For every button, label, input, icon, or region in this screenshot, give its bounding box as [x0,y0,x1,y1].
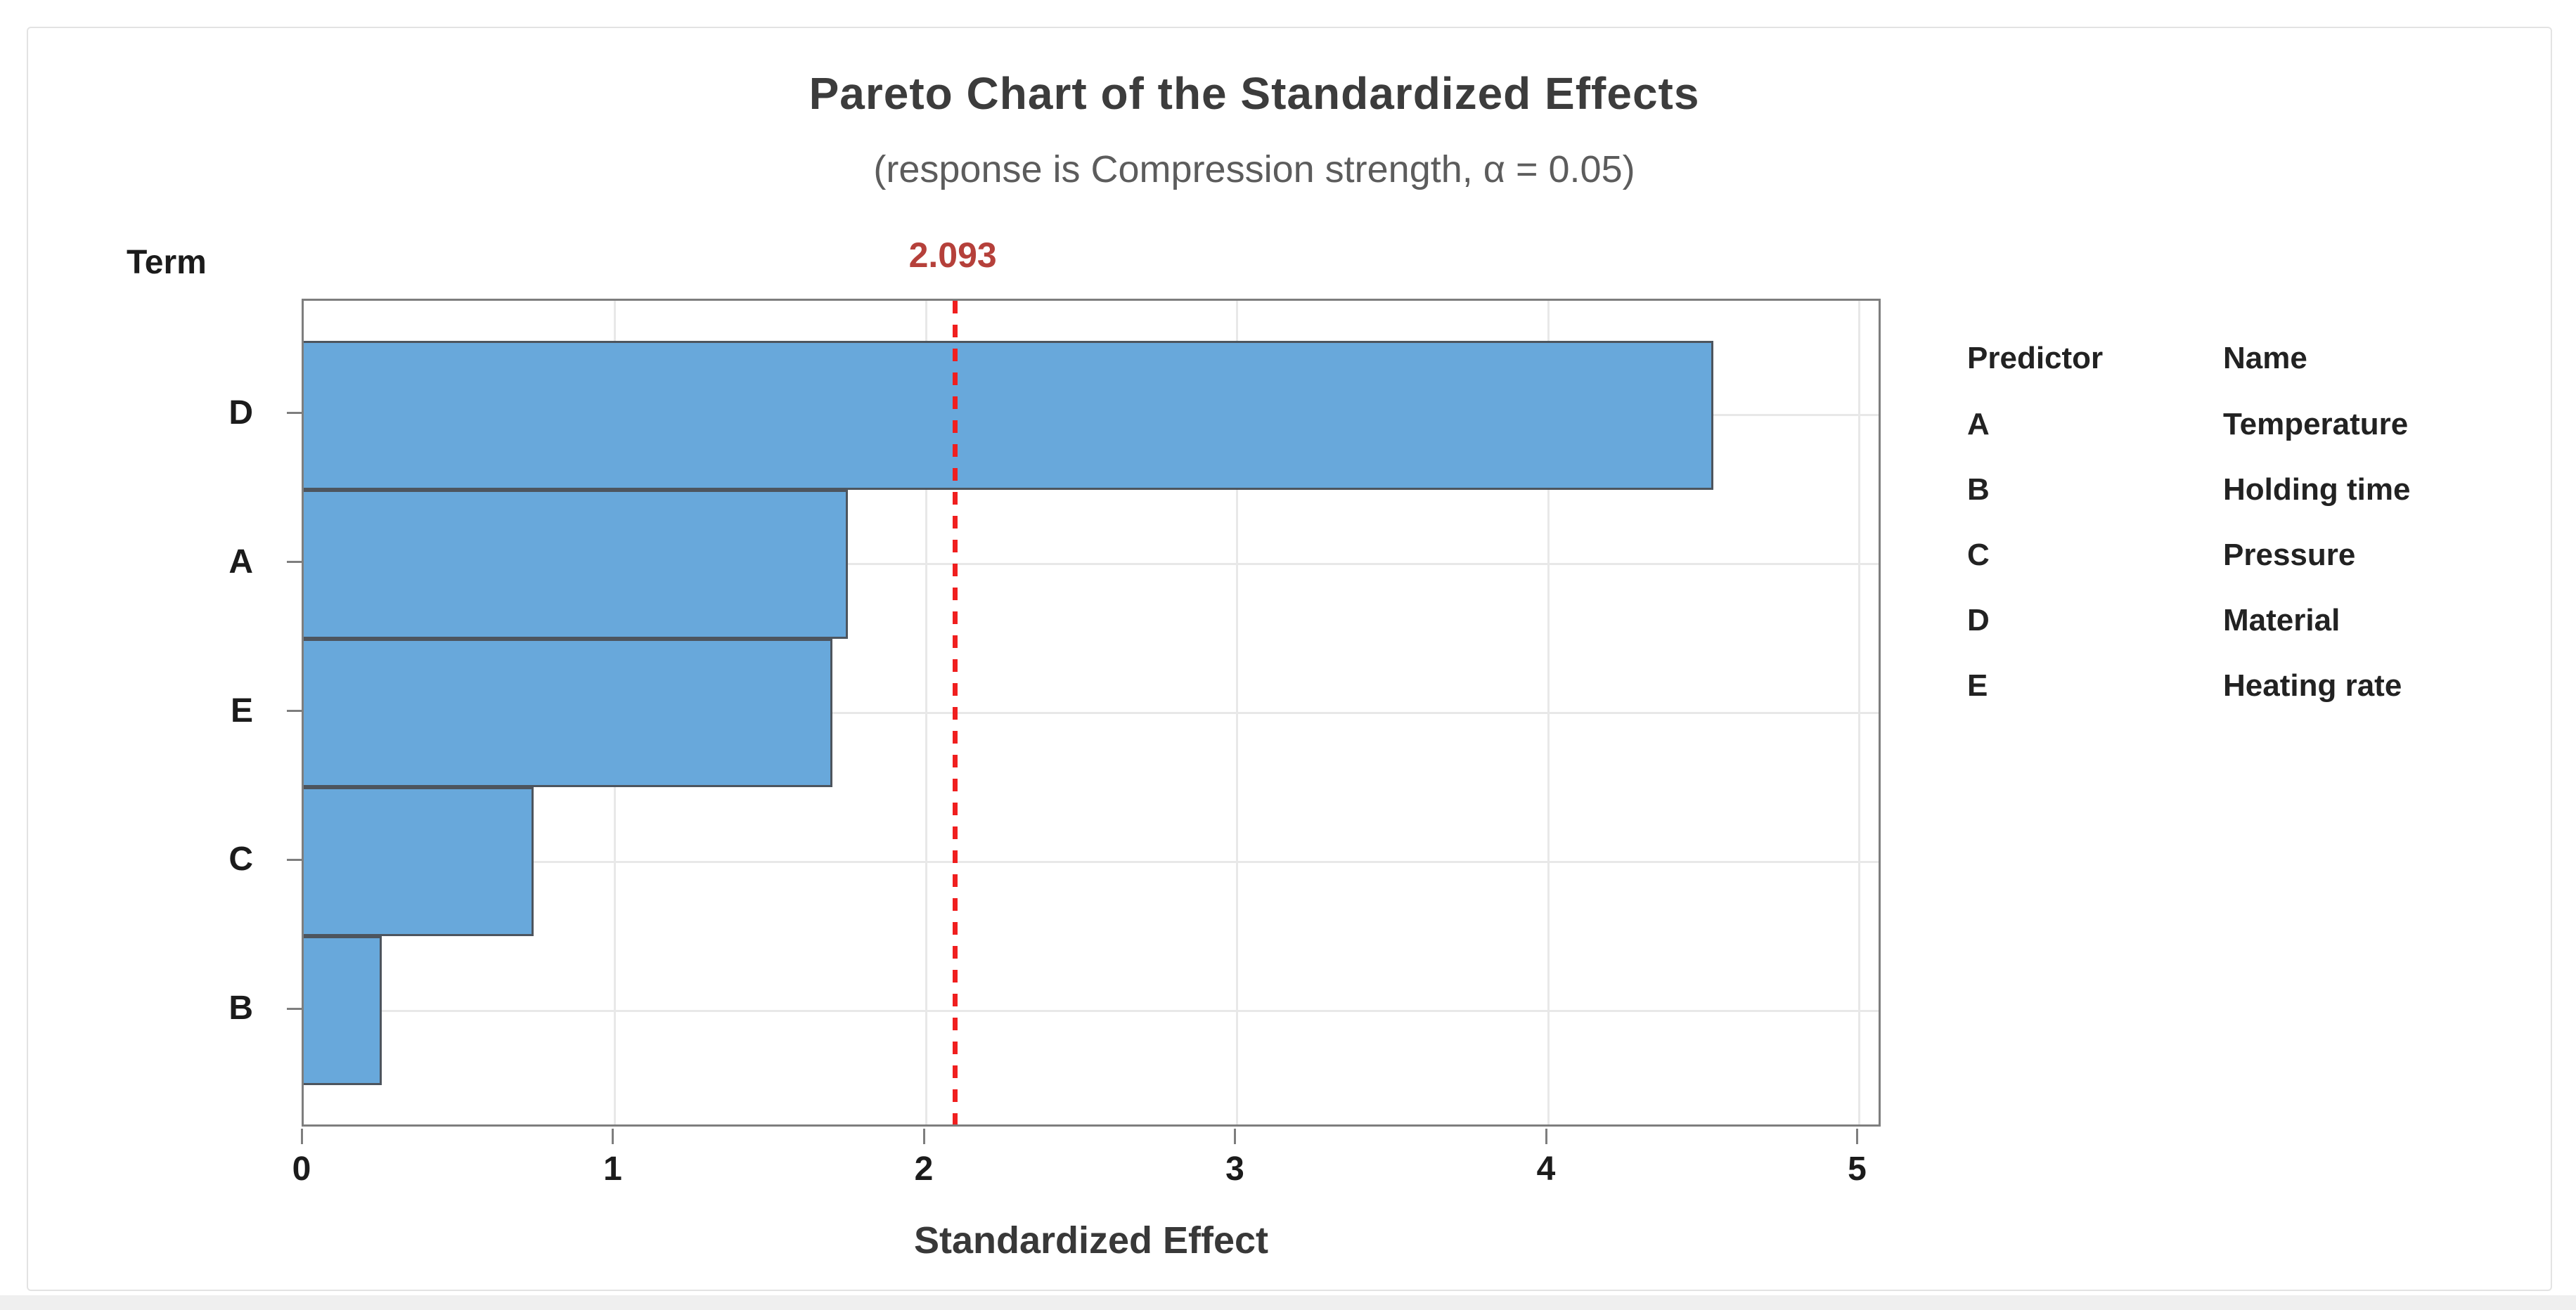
horizontal-gridline [304,1009,1879,1012]
x-tick-label-1: 1 [603,1150,622,1188]
legend-header-name: Name [2223,341,2307,375]
category-label-E: E [230,692,253,729]
chart-card: Pareto Chart of the Standardized Effects… [27,27,2552,1291]
plot-area [302,299,1881,1127]
category-label-A: A [228,543,253,581]
x-tick-label-4: 4 [1536,1150,1556,1188]
x-tick [922,1129,925,1144]
x-tick-label-2: 2 [914,1150,934,1188]
category-label-B: B [228,990,253,1027]
x-tick [1856,1129,1858,1144]
reference-line [952,301,958,1124]
reference-line-label: 2.093 [908,235,997,275]
legend-name-B: Holding time [2223,472,2411,507]
legend-name-D: Material [2223,603,2340,637]
bar-A [304,489,849,639]
legend-predictor-B: B [1967,472,1990,507]
bar-B [304,936,382,1085]
legend-name-A: Temperature [2223,407,2409,441]
chart-subtitle: (response is Compression strength, α = 0… [873,148,1635,190]
x-tick [300,1129,303,1144]
legend-header-predictor: Predictor [1967,341,2104,375]
horizontal-gridline [304,563,1879,566]
bar-C [304,787,534,937]
bar-D [304,341,1713,490]
legend-predictor-E: E [1967,668,1988,703]
footer-strip [0,1295,2576,1310]
x-tick-label-3: 3 [1225,1150,1244,1188]
chart-title: Pareto Chart of the Standardized Effects [809,68,1700,119]
y-tick [287,1007,302,1010]
x-tick [1545,1129,1547,1144]
x-tick [612,1129,614,1144]
legend-predictor-A: A [1967,407,1990,441]
legend-predictor-C: C [1967,538,1990,572]
category-label-C: C [228,841,253,878]
x-axis-title: Standardized Effect [913,1219,1269,1262]
y-tick [287,858,302,861]
horizontal-gridline [304,712,1879,714]
legend-predictor-D: D [1967,603,1990,637]
y-tick [287,561,302,564]
legend-name-C: Pressure [2223,538,2356,572]
horizontal-gridline [304,860,1879,863]
x-tick-label-0: 0 [292,1150,311,1188]
y-tick [287,412,302,415]
x-tick [1234,1129,1236,1144]
y-tick [287,710,302,712]
legend-name-E: Heating rate [2223,668,2402,703]
category-label-D: D [228,394,253,432]
x-tick-label-5: 5 [1848,1150,1867,1188]
bar-E [304,638,833,788]
y-axis-title: Term [127,244,207,281]
